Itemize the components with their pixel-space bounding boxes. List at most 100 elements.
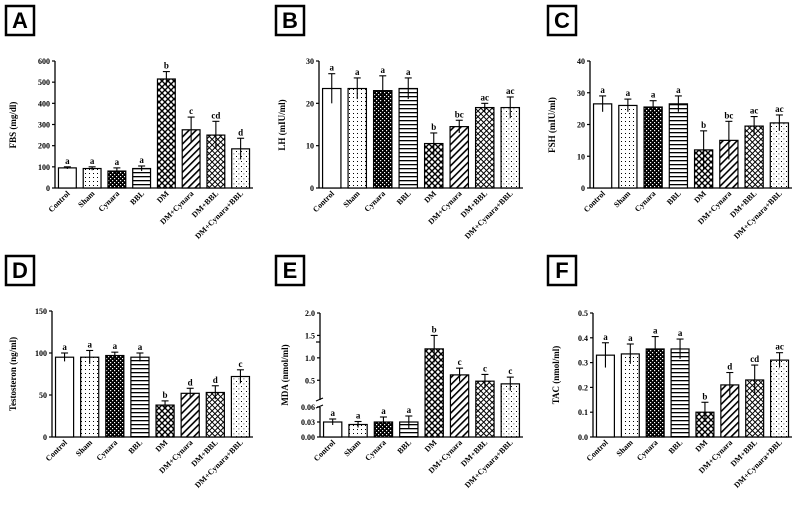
category-label: Control xyxy=(582,189,608,215)
panel-label-box xyxy=(4,254,36,287)
category-label: Cynara xyxy=(633,189,658,214)
bar-dm-cynara-bbl xyxy=(230,375,251,438)
significance-letter: a xyxy=(406,67,411,77)
bar-sham xyxy=(82,167,102,189)
chart-panel-d: D 0 50 100 150 Testosteron (ng/ml) a Control a Sh… xyxy=(4,254,253,490)
significance-letter: a xyxy=(628,333,633,343)
significance-letter: c xyxy=(508,366,512,376)
bar-dm xyxy=(155,404,175,438)
bar-sham xyxy=(347,87,368,189)
category-label: Control xyxy=(311,189,337,215)
significance-letter: b xyxy=(432,324,437,334)
significance-letter: a xyxy=(115,157,120,167)
category-label: DM+Cynara+BBL xyxy=(463,438,515,490)
category-label: Sham xyxy=(342,438,362,458)
bar-dm-cynara-bbl xyxy=(500,383,521,438)
category-label: DM xyxy=(423,438,439,454)
y-tick-label: 0.5 xyxy=(305,376,315,385)
category-label: DM+Cynara+BBL xyxy=(463,189,515,241)
category-label: Cynara xyxy=(363,438,388,463)
panel-label: B xyxy=(282,8,298,33)
bar-sham xyxy=(618,104,638,189)
significance-letter: c xyxy=(238,359,242,369)
significance-letter: a xyxy=(626,88,631,98)
bar-control xyxy=(54,356,75,438)
y-tick-label: 0.00 xyxy=(301,433,315,442)
category-label: Sham xyxy=(341,189,361,209)
bar-cynara xyxy=(643,106,663,189)
bar-dm-cynara-bbl xyxy=(500,106,521,189)
significance-letter: a xyxy=(653,326,658,336)
y-tick-label: 0.2 xyxy=(578,383,588,392)
bar-bbl xyxy=(130,356,150,438)
y-tick-label: 400 xyxy=(38,99,50,108)
bar-dm xyxy=(156,78,176,189)
panel-label: E xyxy=(283,258,298,283)
bar-bbl xyxy=(132,167,152,189)
significance-letter: cd xyxy=(750,354,759,364)
bar-bbl xyxy=(398,87,419,189)
panel-label: A xyxy=(12,8,28,33)
y-tick-label: 10 xyxy=(306,142,314,151)
significance-letter: ac xyxy=(750,106,759,116)
significance-letter: b xyxy=(163,390,168,400)
significance-letter: b xyxy=(701,120,706,130)
significance-letter: c xyxy=(189,106,193,116)
y-tick-label: 0 xyxy=(43,433,47,442)
significance-letter: a xyxy=(87,339,92,349)
bar-control xyxy=(321,87,342,189)
y-tick-label: 0.06 xyxy=(301,403,315,412)
category-label: BBL xyxy=(395,189,413,207)
significance-letter: a xyxy=(65,156,70,166)
y-tick-label: 100 xyxy=(38,163,50,172)
y-tick-label: 50 xyxy=(39,391,47,400)
category-label: Cynara xyxy=(95,438,120,463)
significance-letter: b xyxy=(431,122,436,132)
y-axis-label: FBS (mg/dl) xyxy=(8,102,18,149)
y-axis-label: TAC (nmol/ml) xyxy=(551,346,561,405)
y-tick-label: 1.5 xyxy=(305,331,315,340)
y-tick-label: 0.03 xyxy=(301,418,315,427)
y-tick-label: 40 xyxy=(577,57,585,66)
y-tick-label: 0 xyxy=(46,184,50,193)
significance-letter: a xyxy=(381,406,386,416)
category-label: DM+Cynara+BBL xyxy=(193,189,245,241)
significance-letter: a xyxy=(678,328,683,338)
significance-letter: d xyxy=(727,362,732,372)
category-label: Sham xyxy=(74,438,94,458)
category-label: Cynara xyxy=(635,438,660,463)
significance-letter: d xyxy=(238,127,243,137)
category-label: DM xyxy=(155,189,171,205)
y-tick-label: 0.5 xyxy=(578,309,588,318)
category-label: Control xyxy=(47,189,73,215)
category-label: Control xyxy=(44,438,70,464)
significance-letter: a xyxy=(603,332,608,342)
significance-letter: ac xyxy=(506,86,515,96)
panel-label-box xyxy=(546,4,578,37)
y-tick-label: 20 xyxy=(577,121,585,130)
chart-panel-f: F 0.0 0.1 0.2 0.3 0.4 0.5 TAC (nmol/ml) a Control… xyxy=(546,254,792,490)
significance-letter: d xyxy=(213,375,218,385)
bar-control xyxy=(57,167,77,189)
category-label: BBL xyxy=(665,189,683,207)
y-tick-label: 0 xyxy=(581,184,585,193)
significance-letter: a xyxy=(407,405,412,415)
significance-letter: b xyxy=(164,61,169,71)
bar-cynara xyxy=(105,354,125,438)
significance-letter: a xyxy=(62,342,67,352)
panel-label: C xyxy=(554,8,570,33)
significance-letter: a xyxy=(330,63,335,73)
significance-letter: bc xyxy=(724,110,733,120)
y-tick-label: 20 xyxy=(306,99,314,108)
panel-label-box xyxy=(4,4,36,37)
y-tick-label: 0.1 xyxy=(578,408,588,417)
category-label: BBL xyxy=(396,438,414,456)
category-label: DM+Cynara+BBL xyxy=(732,189,784,241)
panel-label: D xyxy=(12,258,28,283)
significance-letter: cd xyxy=(211,110,220,120)
bar-dm-cynara-bbl xyxy=(770,359,790,438)
significance-letter: a xyxy=(676,85,681,95)
y-tick-label: 500 xyxy=(38,78,50,87)
significance-letter: a xyxy=(600,85,605,95)
significance-letter: a xyxy=(90,156,95,166)
